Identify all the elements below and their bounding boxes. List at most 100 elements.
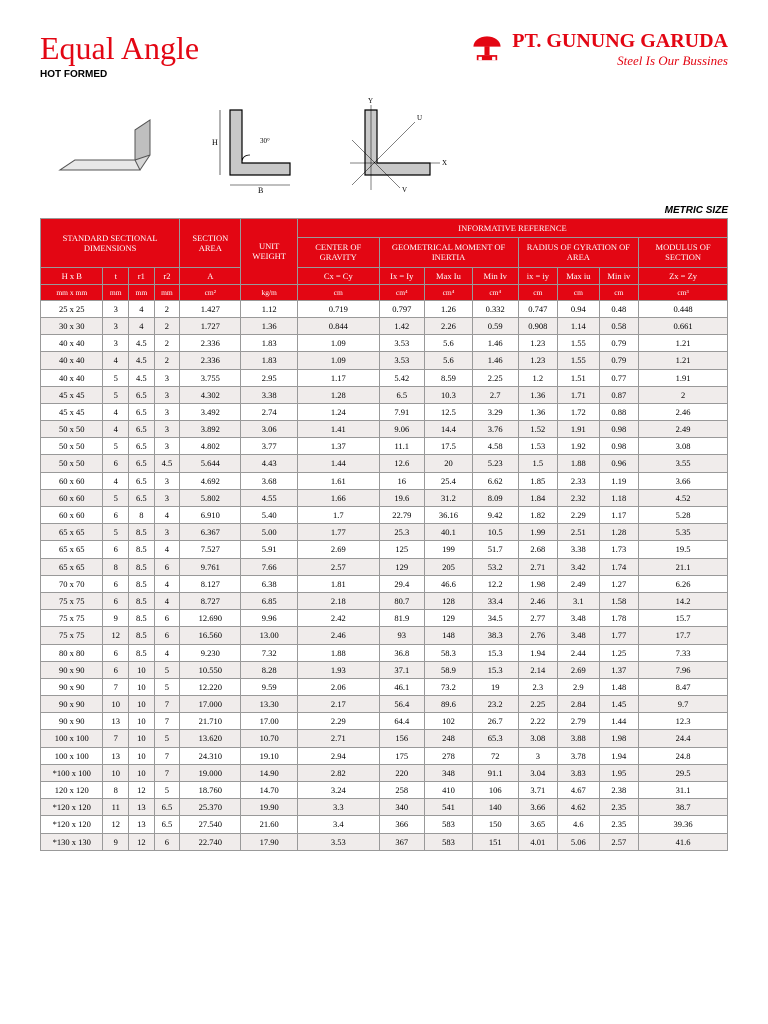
table-cell: 248 — [425, 730, 473, 747]
table-cell: 16 — [379, 472, 425, 489]
th-unit: mm x mm — [41, 284, 103, 300]
table-cell: 1.77 — [599, 627, 639, 644]
table-cell: 4.5 — [129, 369, 155, 386]
th-dimensions: STANDARD SECTIONAL DIMENSIONS — [41, 219, 180, 268]
table-cell: 1.23 — [518, 335, 558, 352]
th-modulus: MODULUS OF SECTION — [639, 238, 728, 267]
table-cell: 1.51 — [558, 369, 599, 386]
table-cell: 4.55 — [241, 489, 298, 506]
table-row: 60 x 6046.534.6923.681.611625.46.621.852… — [41, 472, 728, 489]
table-cell: 4.52 — [639, 489, 728, 506]
table-cell: 4 — [103, 352, 129, 369]
table-cell: 5 — [103, 524, 129, 541]
table-cell: 9.7 — [639, 696, 728, 713]
table-cell: 2.35 — [599, 816, 639, 833]
table-cell: 53.2 — [472, 558, 518, 575]
table-cell: 366 — [379, 816, 425, 833]
table-row: 120 x 120812518.76014.703.242584101063.7… — [41, 782, 728, 799]
table-cell: 7.32 — [241, 644, 298, 661]
table-cell: 0.79 — [599, 352, 639, 369]
table-cell: 38.3 — [472, 627, 518, 644]
table-row: 25 x 253421.4271.120.7190.7971.260.3320.… — [41, 300, 728, 317]
table-cell: 34.5 — [472, 610, 518, 627]
table-cell: 19.6 — [379, 489, 425, 506]
table-cell: 5 — [103, 489, 129, 506]
table-cell: 22.79 — [379, 507, 425, 524]
table-cell: 2.46 — [639, 403, 728, 420]
th-symbol: Zx = Zy — [639, 267, 728, 284]
table-cell: 2.18 — [297, 592, 379, 609]
table-cell: 50 x 50 — [41, 421, 103, 438]
table-cell: 90 x 90 — [41, 678, 103, 695]
th-unit: mm — [103, 284, 129, 300]
th-symbol: t — [103, 267, 129, 284]
table-cell: 4.802 — [180, 438, 241, 455]
table-row: 80 x 8068.549.2307.321.8836.858.315.31.9… — [41, 644, 728, 661]
table-cell: 73.2 — [425, 678, 473, 695]
table-cell: 1.73 — [599, 541, 639, 558]
table-cell: 4.6 — [558, 816, 599, 833]
table-cell: 17.00 — [241, 713, 298, 730]
table-cell: 8 — [129, 507, 155, 524]
table-cell: 1.24 — [297, 403, 379, 420]
th-unit: cm² — [180, 284, 241, 300]
th-symbol: Min Iv — [472, 267, 518, 284]
table-cell: 13 — [129, 799, 155, 816]
table-cell: 9.761 — [180, 558, 241, 575]
table-cell: 2.42 — [297, 610, 379, 627]
table-cell: 1.44 — [297, 455, 379, 472]
table-cell: 4 — [154, 575, 180, 592]
table-cell: 41.6 — [639, 833, 728, 850]
table-cell: 38.7 — [639, 799, 728, 816]
table-cell: 6.5 — [129, 455, 155, 472]
table-cell: 6.62 — [472, 472, 518, 489]
th-unit: cm — [599, 284, 639, 300]
table-cell: 89.6 — [425, 696, 473, 713]
table-cell: 5.35 — [639, 524, 728, 541]
table-cell: 6.5 — [129, 438, 155, 455]
table-cell: 6.367 — [180, 524, 241, 541]
table-cell: 10 — [129, 661, 155, 678]
table-cell: 4.5 — [154, 455, 180, 472]
table-row: *100 x 1001010719.00014.902.8222034891.1… — [41, 764, 728, 781]
table-cell: 151 — [472, 833, 518, 850]
table-cell: 1.18 — [599, 489, 639, 506]
table-cell: 10.3 — [425, 386, 473, 403]
table-cell: 0.908 — [518, 317, 558, 334]
svg-text:30°: 30° — [260, 137, 270, 145]
table-cell: 3.48 — [558, 610, 599, 627]
table-cell: 6.5 — [129, 421, 155, 438]
svg-text:H: H — [212, 138, 218, 147]
table-cell: 583 — [425, 816, 473, 833]
table-cell: 5.40 — [241, 507, 298, 524]
table-cell: 2.32 — [558, 489, 599, 506]
th-weight: UNIT WEIGHT — [241, 219, 298, 285]
table-row: *120 x 12012136.527.54021.603.4366583150… — [41, 816, 728, 833]
table-cell: 3.08 — [518, 730, 558, 747]
table-cell: 2.57 — [599, 833, 639, 850]
table-cell: 199 — [425, 541, 473, 558]
table-cell: 13.620 — [180, 730, 241, 747]
table-cell: 1.19 — [599, 472, 639, 489]
table-cell: 1.91 — [639, 369, 728, 386]
table-cell: 21.60 — [241, 816, 298, 833]
table-cell: 0.98 — [599, 421, 639, 438]
table-cell: 29.5 — [639, 764, 728, 781]
table-cell: 31.2 — [425, 489, 473, 506]
table-cell: 13.00 — [241, 627, 298, 644]
table-cell: 3.66 — [639, 472, 728, 489]
table-cell: 3.83 — [558, 764, 599, 781]
table-cell: 72 — [472, 747, 518, 764]
table-cell: 1.94 — [518, 644, 558, 661]
table-cell: 6.5 — [154, 816, 180, 833]
table-cell: 9 — [103, 833, 129, 850]
th-unit: kg/m — [241, 284, 298, 300]
table-cell: 3.55 — [639, 455, 728, 472]
table-row: 60 x 606846.9105.401.722.7936.169.421.82… — [41, 507, 728, 524]
table-cell: 14.90 — [241, 764, 298, 781]
table-row: 65 x 6558.536.3675.001.7725.340.110.51.9… — [41, 524, 728, 541]
table-cell: 129 — [379, 558, 425, 575]
table-cell: 1.72 — [558, 403, 599, 420]
table-cell: 5.42 — [379, 369, 425, 386]
table-cell: 1.99 — [518, 524, 558, 541]
